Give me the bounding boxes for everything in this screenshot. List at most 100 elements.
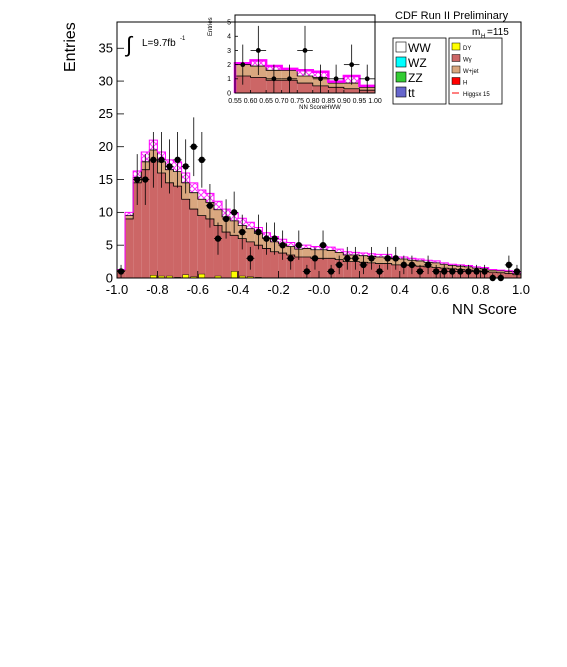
ww-bar: [302, 248, 311, 257]
ww-bar: [375, 256, 384, 264]
wjet-bar: [383, 263, 392, 278]
higgs-bar: [197, 190, 206, 200]
data-point: [287, 255, 294, 262]
legend-label: Wγ: [463, 58, 472, 64]
mass-annotation: m: [472, 27, 480, 38]
data-point: [505, 261, 513, 269]
wjet-bar: [157, 172, 166, 278]
data-point: [311, 255, 319, 262]
y-tick-label: 20: [99, 139, 113, 154]
data-point: [240, 62, 246, 68]
wjet-bar: [343, 88, 360, 93]
wjet-outline: [116, 159, 521, 278]
wjet-bar: [297, 83, 313, 93]
ww-bar: [189, 192, 198, 210]
higgs-bar: [335, 249, 344, 253]
lumi-annotation: L=9.7fb: [142, 38, 176, 49]
data-point: [333, 76, 339, 82]
data-point: [327, 268, 335, 275]
higgs-bar: [286, 242, 295, 247]
data-point: [247, 255, 254, 262]
legend-swatch: [451, 54, 461, 62]
data-point: [239, 228, 246, 236]
wjet-bar: [262, 248, 271, 278]
y-tick-label: 4: [227, 34, 231, 41]
ww-bar: [496, 270, 505, 273]
data-point: [352, 255, 359, 262]
data-point: [441, 268, 448, 275]
ww-bar: [246, 228, 255, 242]
y-tick-label: 15: [99, 172, 113, 187]
higgs-bar: [302, 245, 311, 249]
legend-label: H: [463, 81, 467, 87]
data-point: [287, 76, 292, 82]
data-point: [279, 241, 286, 249]
wjet-bar: [367, 262, 376, 278]
x-tick-label: -0.6: [187, 282, 209, 297]
x-tick-label: 0.2: [350, 282, 368, 297]
data-point: [349, 62, 355, 68]
x-tick-label: 0.55: [228, 98, 242, 105]
data-point: [263, 235, 270, 242]
data-point: [255, 228, 262, 236]
data-point: [360, 261, 367, 269]
wjet-bar: [173, 186, 182, 278]
x-axis-label: NN Score: [452, 301, 517, 318]
y-tick-label: 10: [99, 205, 113, 220]
ww-bar: [415, 260, 425, 267]
wjet-bar: [294, 256, 303, 278]
data-point: [481, 268, 488, 275]
higgs-bar: [189, 182, 198, 193]
data-point: [424, 261, 432, 269]
legend-swatch: [451, 65, 461, 74]
ww-bar: [327, 250, 336, 259]
ww-bar: [488, 270, 497, 273]
main-plot: -1.0 -0.8 -0.6 -0.4 -0.2 -0.0 0.2 0.4 0.6 0.8 1.00…: [99, 21, 530, 297]
higgs-bar: [213, 201, 223, 210]
legend-swatch: [451, 42, 461, 51]
ww-bar: [125, 215, 134, 219]
y-tick-label: 0: [106, 270, 113, 285]
legend-label: W+jet: [463, 69, 479, 75]
data-point: [449, 268, 456, 275]
wjet-bar: [189, 209, 198, 278]
y-tick-label: 30: [99, 73, 113, 88]
data-point: [174, 156, 181, 164]
data-point: [408, 261, 416, 269]
wjet-bar: [197, 215, 206, 278]
wjet-bar: [254, 245, 263, 278]
data-point: [134, 176, 141, 183]
data-point: [318, 76, 323, 82]
legend-swatch: [395, 86, 407, 98]
wjet-bar: [270, 251, 279, 278]
wjet-bar: [351, 261, 360, 278]
data-point: [400, 261, 408, 269]
data-point: [150, 156, 157, 164]
higgs-bar: [327, 247, 336, 251]
inset-x-label: NN ScoreHWW: [299, 105, 341, 111]
y-tick-label: 2: [227, 62, 231, 69]
y-tick-label: 25: [99, 106, 113, 121]
x-tick-label: 0.80: [306, 98, 320, 105]
data-point: [416, 268, 424, 275]
legend-label: ZZ: [408, 71, 423, 85]
x-tick-label: 1.00: [368, 98, 382, 105]
data-point: [117, 268, 125, 275]
wjet-bar: [504, 273, 513, 278]
dy-bar: [198, 273, 206, 279]
wjet-bar: [141, 169, 150, 278]
x-tick-label: 0.95: [353, 98, 367, 105]
x-tick-label: -0.4: [227, 282, 249, 297]
data-point: [457, 268, 464, 275]
data-point: [295, 241, 302, 249]
data-point: [376, 268, 383, 275]
dy-bar: [230, 271, 238, 279]
data-point: [344, 255, 351, 262]
legend-label: WW: [408, 41, 431, 55]
x-tick-label: -0.2: [267, 282, 289, 297]
wjet-outline: [234, 75, 375, 93]
y-tick-label: 3: [227, 48, 231, 55]
wjet-bar: [222, 232, 231, 278]
